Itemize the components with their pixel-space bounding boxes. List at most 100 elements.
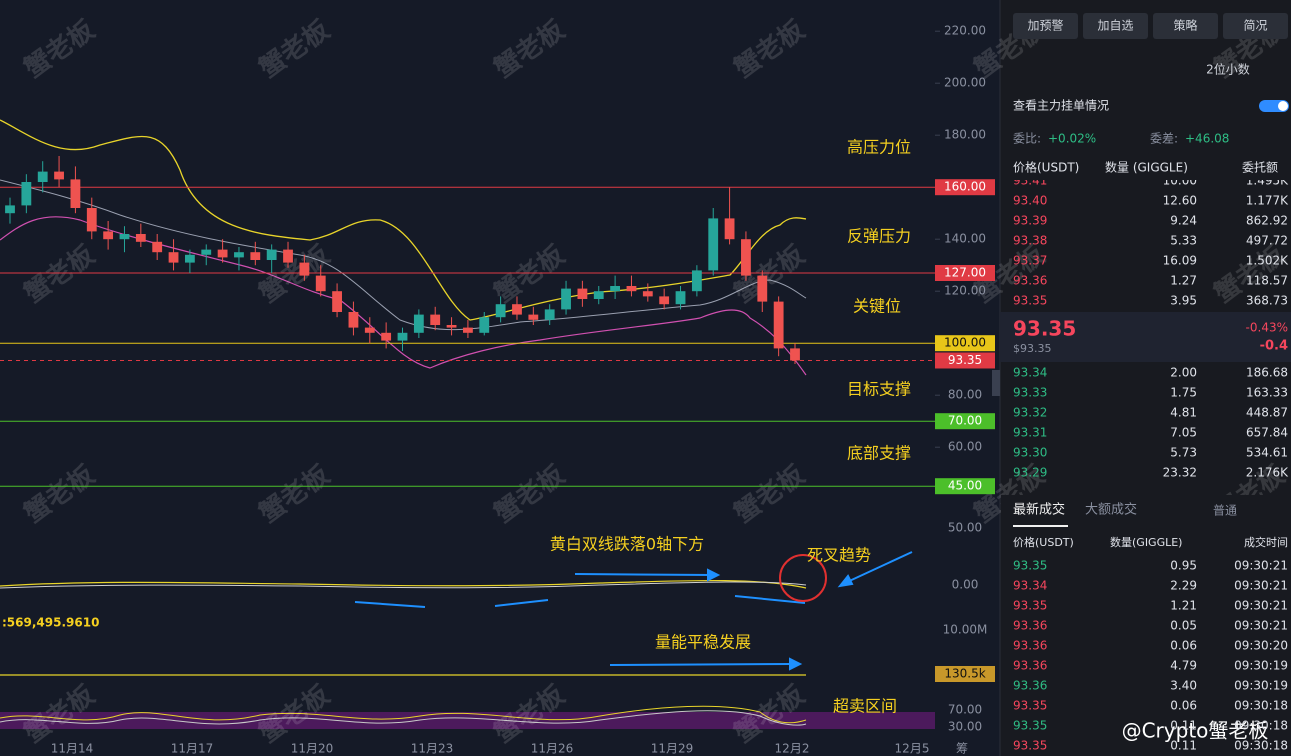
change-pct: -0.43% xyxy=(1246,321,1288,335)
trade-time: 09:30:18 xyxy=(1234,699,1288,713)
book-amount: 163.33 xyxy=(1246,386,1288,400)
annotation: 高压力位 xyxy=(847,138,911,157)
candle-body xyxy=(675,291,686,305)
candle-body xyxy=(5,205,15,214)
annotation: 关键位 xyxy=(853,297,901,316)
book-amount: 1.177K xyxy=(1246,194,1289,208)
book-qty: 23.32 xyxy=(1163,466,1197,480)
book-amount: 368.73 xyxy=(1246,294,1288,308)
trade-qty: 0.06 xyxy=(1170,699,1197,713)
button[interactable] xyxy=(1223,13,1288,39)
button[interactable] xyxy=(1013,13,1078,39)
macd-tick: 50.00 xyxy=(948,521,982,535)
rsi-tick: 70.00 xyxy=(948,703,982,717)
trade-time: 09:30:19 xyxy=(1234,679,1288,693)
volume-tag-bg xyxy=(935,666,995,682)
y-tick-label: 180.00 xyxy=(944,128,986,142)
candle-body xyxy=(610,286,621,292)
candle-body xyxy=(626,286,637,292)
volume-tag: 130.5k xyxy=(944,667,985,681)
signature: @Crypto蟹老板 xyxy=(1122,719,1269,743)
candle-body xyxy=(593,291,604,299)
level-label: 160.00 xyxy=(944,180,986,194)
x-tick-label: 11月23 xyxy=(411,742,454,756)
candle-body xyxy=(70,179,81,208)
book-amount: 1.502K xyxy=(1246,254,1289,268)
candle-body xyxy=(381,332,392,341)
tab[interactable]: 最新成交 xyxy=(1013,502,1065,518)
y-tick-label: 140.00 xyxy=(944,232,986,246)
trade-price: 93.36 xyxy=(1013,679,1047,693)
boll-mid xyxy=(0,179,807,331)
candle-body xyxy=(659,296,670,305)
book-price: 93.30 xyxy=(1013,446,1047,460)
trade-price: 93.35 xyxy=(1013,719,1047,733)
book-qty: 1.27 xyxy=(1170,274,1197,288)
trade-time: 09:30:21 xyxy=(1234,559,1288,573)
book-price: 93.32 xyxy=(1013,406,1047,420)
book-amount: 448.87 xyxy=(1246,406,1288,420)
candle-body xyxy=(332,291,342,312)
mid-bg xyxy=(1000,312,1291,362)
candle-body xyxy=(37,171,48,182)
candle-body xyxy=(708,218,719,271)
boll-upper xyxy=(0,119,807,321)
book-amount: 118.57 xyxy=(1246,274,1288,288)
book-header: 数量 (GIGGLE) xyxy=(1105,160,1188,175)
x-tick-label: 11月17 xyxy=(171,742,214,756)
level-tag xyxy=(935,413,995,430)
candle-body xyxy=(364,327,375,333)
candle-body xyxy=(577,288,588,299)
button-label: 加预警 xyxy=(1027,18,1063,33)
trade-price: 93.34 xyxy=(1013,579,1047,593)
ratio-label: 委比: xyxy=(1013,132,1041,146)
x-tick-label: 11月26 xyxy=(531,742,574,756)
orders-link[interactable]: 查看主力挂单情况 xyxy=(1013,99,1109,113)
book-qty: 5.73 xyxy=(1170,446,1197,460)
book-amount: 497.72 xyxy=(1246,234,1288,248)
trade-qty: 0.11 xyxy=(1170,719,1197,733)
book-price: 93.38 xyxy=(1013,234,1047,248)
candle-body xyxy=(479,317,490,333)
tab[interactable]: 大额成交 xyxy=(1085,502,1137,518)
trade-time: 09:30:21 xyxy=(1234,599,1288,613)
candle-body xyxy=(757,275,768,302)
chart-bg xyxy=(0,0,1000,756)
trade-qty: 0.05 xyxy=(1170,619,1197,633)
decimals[interactable]: 2位小数 xyxy=(1206,62,1250,77)
diff: +46.08 xyxy=(1185,132,1229,146)
candle-body xyxy=(234,252,244,258)
button[interactable] xyxy=(1083,13,1148,39)
candle-body xyxy=(152,241,163,253)
trade-qty: 0.06 xyxy=(1170,639,1197,653)
book-price: 93.35 xyxy=(1013,294,1047,308)
annotation: 反弹压力 xyxy=(847,227,911,246)
rsi-line xyxy=(0,705,807,724)
button[interactable] xyxy=(1153,13,1218,39)
book-price: 93.34 xyxy=(1013,366,1047,380)
book-amount: 657.84 xyxy=(1246,426,1288,440)
level-tag xyxy=(935,352,995,369)
book-qty: 9.24 xyxy=(1170,214,1197,228)
diff-label: 委差: xyxy=(1150,132,1178,146)
trade-qty: 4.79 xyxy=(1170,659,1197,673)
collapse-handle[interactable] xyxy=(992,370,1000,396)
candle-body xyxy=(544,309,555,320)
last-price: 93.35 xyxy=(1013,317,1076,341)
trade-qty: 2.29 xyxy=(1170,579,1197,593)
change: -0.4 xyxy=(1260,339,1288,354)
x-tick-label: 11月14 xyxy=(51,742,94,756)
trade-price: 93.35 xyxy=(1013,699,1047,713)
book-price: 93.33 xyxy=(1013,386,1047,400)
candle-body xyxy=(446,325,457,328)
volume-text: :569,495.9610 xyxy=(2,616,99,630)
trade-time: 09:30:21 xyxy=(1234,619,1288,633)
trade-price: 93.36 xyxy=(1013,619,1047,633)
trade-time: 09:30:19 xyxy=(1234,659,1288,673)
toggle-knob xyxy=(1278,101,1288,111)
y-tick-label: 80.00 xyxy=(948,388,982,402)
annotation: 死叉趋势 xyxy=(807,546,871,565)
book-qty: 16.09 xyxy=(1163,254,1197,268)
macd-tick: 0.00 xyxy=(952,578,979,592)
y-tick-label: 200.00 xyxy=(944,76,986,90)
